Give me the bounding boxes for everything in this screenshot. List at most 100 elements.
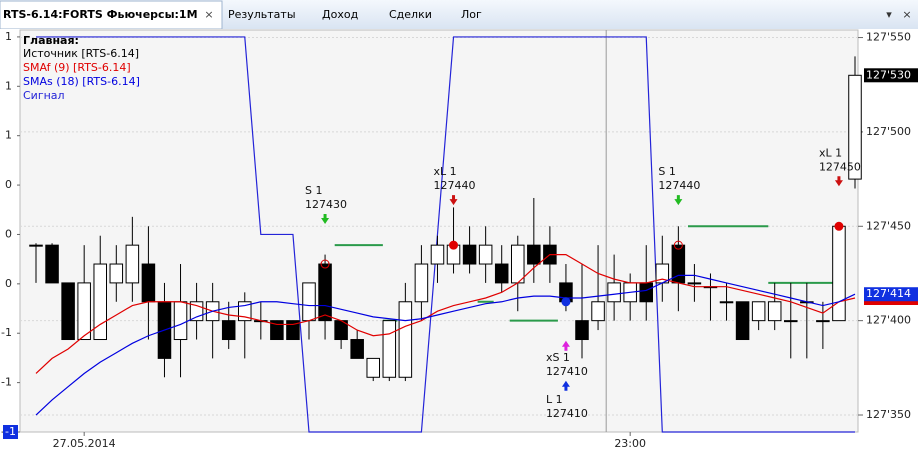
candle-body [109,263,124,284]
x-tick-label: 23:00 [614,437,646,450]
annotation-price: 127450 [819,160,861,173]
annotation-label: xS 1 [546,351,570,364]
signal-marker [3,425,18,439]
annotation-price: 127440 [434,179,476,192]
candle-body [125,244,140,284]
y2-tick-label: -1 [1,326,12,339]
legend-entry: Источник [RTS-6.14] [23,47,139,60]
candle-body [575,320,589,341]
active-tab[interactable] [0,0,223,30]
candle-body [784,320,798,323]
tab[interactable]: Результаты [228,8,296,21]
candle-body [607,282,621,303]
y-tick-label: 127'350 [866,408,911,421]
price-marker [864,68,918,83]
candle-body [478,244,493,265]
legend-entry: Сигнал [23,89,65,102]
annotation-label: S 1 [658,165,675,178]
tab[interactable]: Сделки [389,8,432,21]
tab[interactable]: Лог [461,8,482,21]
window-title: RTS-6.14:FORTS Фьючерсы:1M [3,8,198,21]
y2-tick-label: 0 [5,227,12,240]
annotation-label: xL 1 [434,165,457,178]
candle-body [173,301,188,341]
y-tick-label: 127'450 [866,219,911,232]
series-line [35,253,856,374]
candle-body [430,244,445,265]
signal-arrow [321,214,330,225]
y2-tick-label: 0 [5,178,12,191]
candle-body [511,244,525,284]
candle-body [366,357,380,378]
annotation-price: 127410 [546,407,588,420]
signal-arrow [561,340,570,351]
x-tick-label: 27.05.2014 [53,437,116,450]
candle-body [462,244,477,265]
candle-body [527,244,541,265]
trade-dot [449,240,459,250]
signal-arrow [449,195,458,206]
trade-dot [834,221,844,231]
candle-body [639,282,653,303]
close-tab[interactable]: × [204,8,213,21]
plot-area [19,29,859,433]
candle-body [141,263,156,303]
legend-entry: SMAf (9) [RTS-6.14] [23,61,131,74]
signal-marker-label: -1 [5,425,16,438]
annotation-price: 127440 [658,179,700,192]
y2-tick-label: 1 [5,129,12,142]
candle-body [302,282,316,322]
y-tick-label: 127'400 [866,314,911,327]
annotation-label: xL 1 [819,146,842,159]
candle-body [398,301,413,378]
candle-body [494,263,509,284]
price-marker [864,287,918,302]
annotation-price: 127410 [546,365,588,378]
candle-body [350,339,364,359]
candle-body [735,301,750,341]
trade-dot [320,259,330,269]
candle-body [719,301,734,304]
price-marker-label: 127'414 [866,287,911,300]
signal-arrow [561,380,570,391]
annotation-label: S 1 [305,184,322,197]
trade-dot [673,240,683,250]
candle-body [382,320,397,378]
signal-arrow [674,195,683,206]
candle-body [45,244,59,284]
y-tick-label: 127'550 [866,31,911,44]
annotation-label: L 1 [546,393,563,406]
candle-body [77,282,91,341]
y2-tick-label: -1 [1,376,12,389]
annotation-price: 127430 [305,198,347,211]
candle-body [286,320,300,341]
candle-body [848,74,862,180]
trade-dot [561,297,571,307]
candle-body [414,263,429,303]
tab[interactable]: Доход [322,8,359,21]
signal-arrow [834,176,843,187]
y2-tick-label: 1 [5,30,12,43]
candle-body [767,301,782,322]
candle-body [270,320,284,341]
candle-body [29,244,43,247]
menu-button[interactable]: ▾ [886,8,892,21]
candle-body [318,263,332,322]
legend-entry: SMAs (18) [RTS-6.14] [23,75,140,88]
candle-body [816,320,830,323]
y-tick-label: 127'500 [866,125,911,138]
y2-tick-label: 0 [5,277,12,290]
y2-tick-label: 1 [5,79,12,92]
candle-body [61,282,75,341]
candle-body [93,263,107,341]
candle-body [591,301,605,322]
series-line [35,274,856,416]
price-marker-label: 127'530 [866,68,911,81]
candle-body [832,225,846,322]
close-window[interactable]: × [902,8,911,21]
candle-body [751,301,766,322]
series-line [36,36,855,433]
candle-body [687,282,702,285]
candle-body [221,320,236,341]
